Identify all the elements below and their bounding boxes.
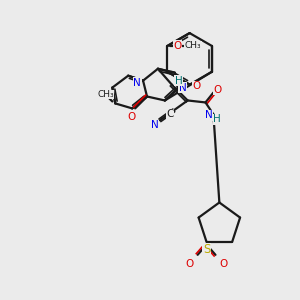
Text: O: O xyxy=(213,85,221,94)
Text: N: N xyxy=(133,78,141,88)
Text: H: H xyxy=(175,76,183,85)
Text: S: S xyxy=(203,243,210,256)
Text: CH₃: CH₃ xyxy=(185,41,201,50)
Text: O: O xyxy=(127,112,135,122)
Text: CH₃: CH₃ xyxy=(97,90,114,99)
Text: N: N xyxy=(205,110,212,120)
Text: O: O xyxy=(173,41,182,51)
Text: C: C xyxy=(166,109,173,119)
Text: H: H xyxy=(214,114,221,124)
Text: N: N xyxy=(179,82,187,93)
Text: O: O xyxy=(219,259,227,269)
Text: O: O xyxy=(186,259,194,269)
Text: O: O xyxy=(192,81,200,91)
Text: N: N xyxy=(151,120,159,130)
